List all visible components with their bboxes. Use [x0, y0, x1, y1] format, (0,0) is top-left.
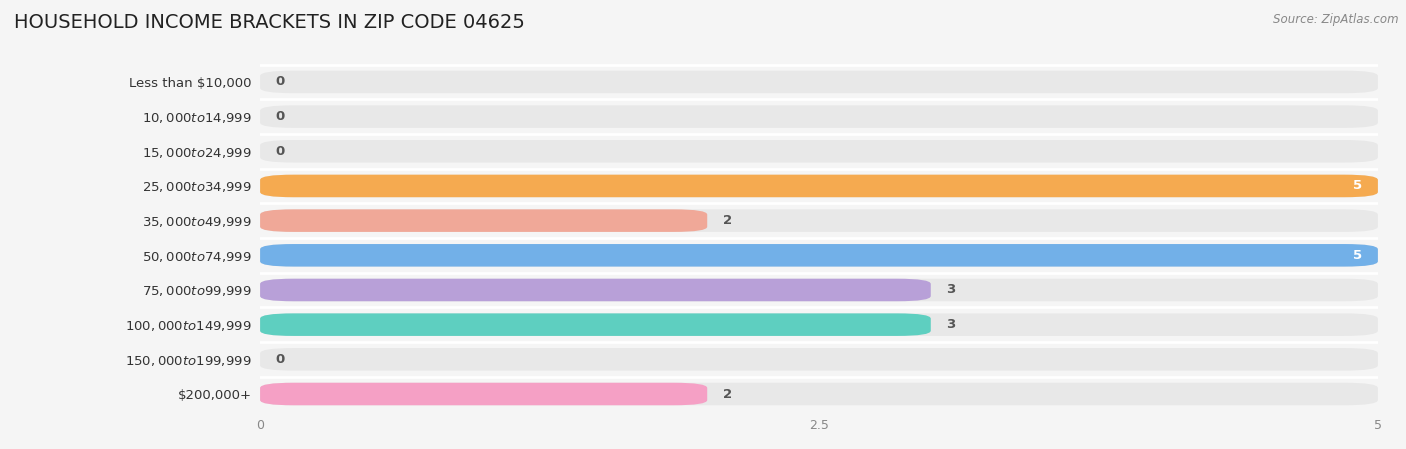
FancyBboxPatch shape: [260, 279, 1378, 301]
FancyBboxPatch shape: [260, 348, 1378, 370]
FancyBboxPatch shape: [260, 209, 1378, 232]
Text: 2: 2: [723, 214, 733, 227]
FancyBboxPatch shape: [260, 313, 1378, 336]
FancyBboxPatch shape: [260, 175, 1378, 197]
FancyBboxPatch shape: [260, 70, 1378, 93]
Text: 3: 3: [946, 318, 956, 331]
FancyBboxPatch shape: [260, 175, 1378, 197]
FancyBboxPatch shape: [260, 140, 1378, 163]
Text: 0: 0: [276, 145, 285, 158]
Text: Source: ZipAtlas.com: Source: ZipAtlas.com: [1274, 13, 1399, 26]
Text: 0: 0: [276, 110, 285, 123]
FancyBboxPatch shape: [260, 383, 707, 405]
FancyBboxPatch shape: [260, 244, 1378, 267]
FancyBboxPatch shape: [260, 313, 931, 336]
Text: 5: 5: [1353, 249, 1362, 262]
FancyBboxPatch shape: [260, 279, 931, 301]
Text: 5: 5: [1353, 180, 1362, 193]
FancyBboxPatch shape: [260, 244, 1378, 267]
Text: 0: 0: [276, 75, 285, 88]
Text: 0: 0: [276, 353, 285, 366]
FancyBboxPatch shape: [260, 209, 707, 232]
Text: HOUSEHOLD INCOME BRACKETS IN ZIP CODE 04625: HOUSEHOLD INCOME BRACKETS IN ZIP CODE 04…: [14, 13, 524, 32]
FancyBboxPatch shape: [260, 383, 1378, 405]
Text: 3: 3: [946, 283, 956, 296]
FancyBboxPatch shape: [260, 106, 1378, 128]
Text: 2: 2: [723, 387, 733, 401]
